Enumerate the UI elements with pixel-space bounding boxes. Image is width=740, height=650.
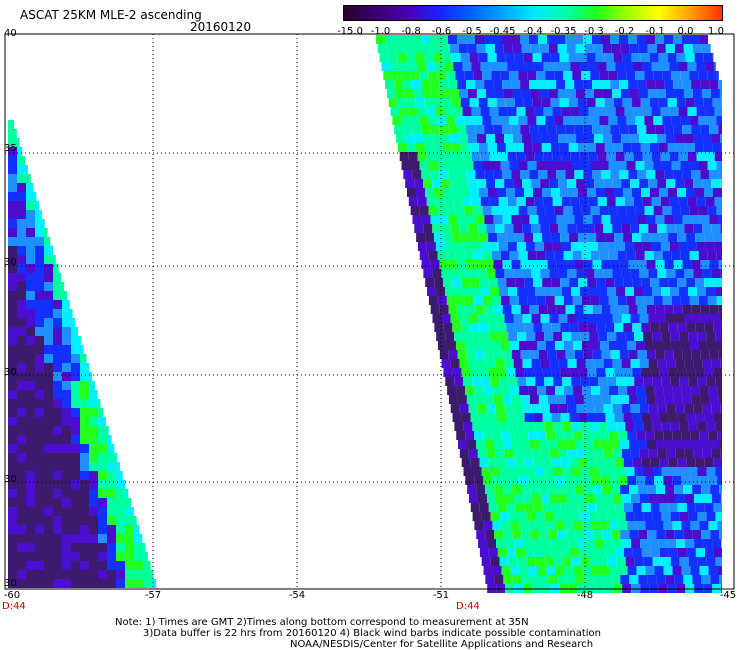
colorbar [343,5,723,21]
colorbar-tick-label: -0.45 [489,26,516,37]
colorbar-tick-label: -0.8 [401,26,421,37]
lat-label: 35 [4,143,17,154]
colorbar-tick-label: -0.4 [523,26,543,37]
note-line-1: Note: 1) Times are GMT 2)Times along bot… [115,617,529,628]
lon-label: -48 [576,590,594,601]
colorbar-tick-label: -0.6 [431,26,452,37]
colorbar-tick-label: 1.0 [708,26,724,37]
map-frame [4,33,735,590]
product-date: 20160120 [190,20,252,34]
colorbar-tick-label: -0.3 [584,26,604,37]
lon-label: -45 [719,590,737,601]
lat-label-top: 40 [4,28,17,39]
lon-label: -57 [144,590,162,601]
lat-label: 30 [4,474,17,485]
lat-label: 30 [4,257,17,268]
lat-label: 30 [4,578,17,589]
note-line-3: NOAA/NESDIS/Center for Satellite Applica… [290,639,594,650]
time-label: D:44 [2,601,26,612]
colorbar-tick-label: -15.0 [337,26,363,37]
colorbar-tick-label: -0.5 [462,26,482,37]
colorbar-tick-label: 0.0 [677,26,694,37]
colorbar-tick-label: -1.0 [370,26,391,37]
product-title: ASCAT 25KM MLE-2 ascending [20,8,202,22]
time-label: D:44 [456,601,480,612]
satellite-swaths [8,35,722,593]
colorbar-tick-label: -0.1 [645,26,665,37]
lat-lon-grid [5,34,734,589]
colorbar-tick-label: -0.2 [614,26,635,37]
lat-label: 30 [4,367,17,378]
lon-label: -60 [3,590,21,601]
colorbar-tick-label: -0.35 [550,26,577,37]
lon-label: -54 [288,590,306,601]
note-line-2: 3)Data buffer is 22 hrs from 20160120 4)… [143,628,601,639]
lon-label: -51 [432,590,450,601]
